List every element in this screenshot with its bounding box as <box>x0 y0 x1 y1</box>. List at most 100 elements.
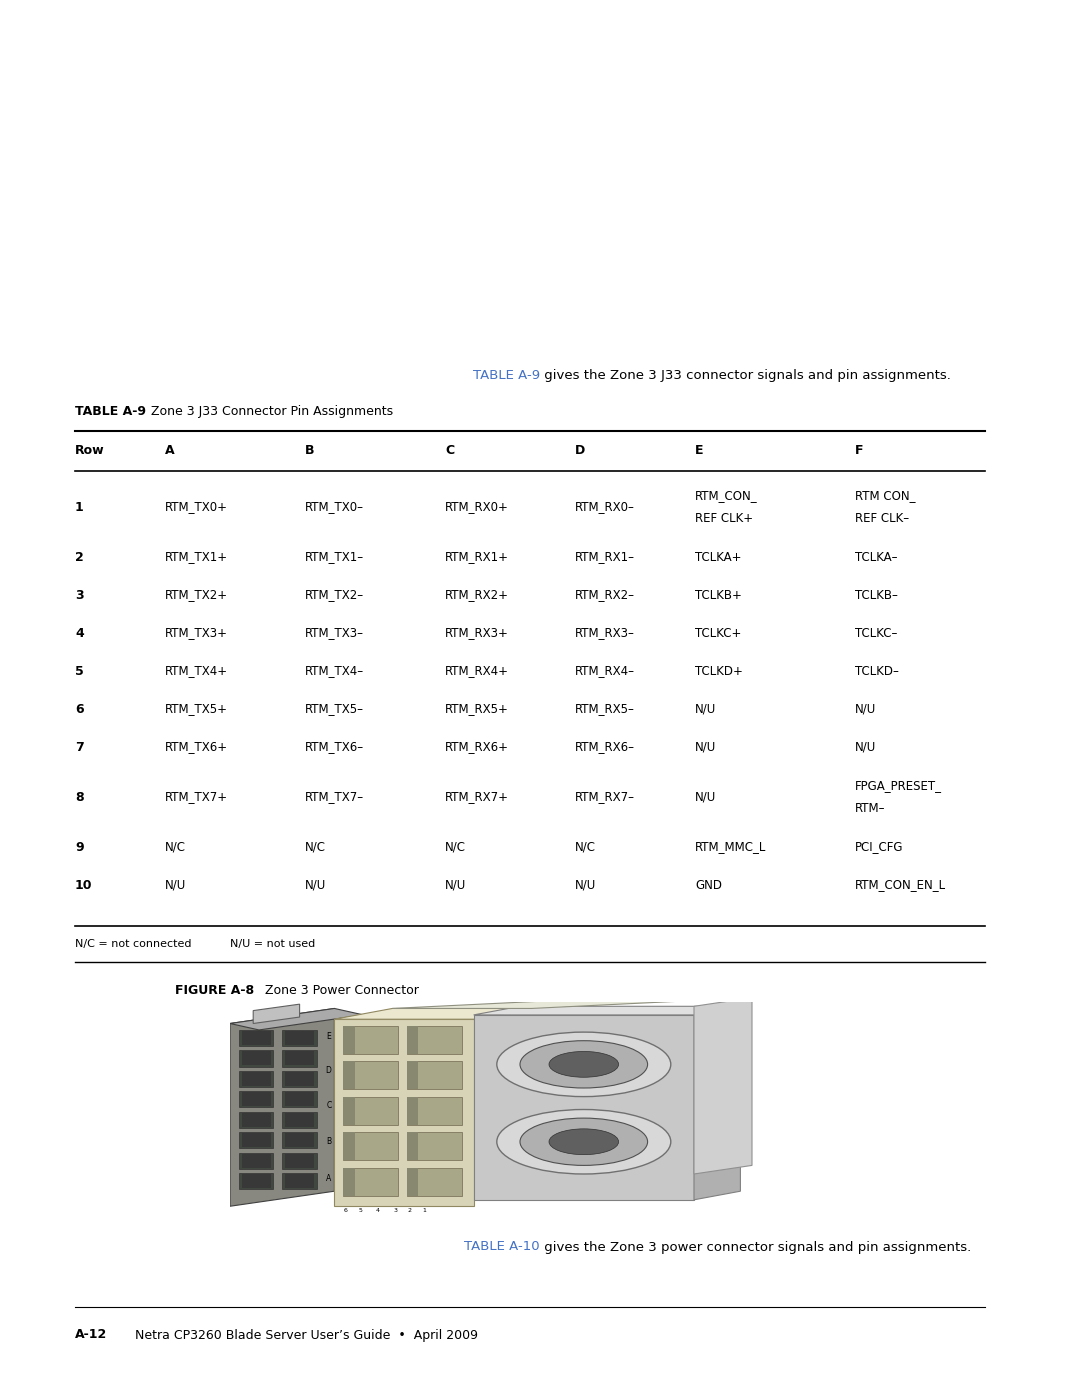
Text: RTM_TX5–: RTM_TX5– <box>305 703 364 715</box>
Polygon shape <box>242 1133 271 1147</box>
Polygon shape <box>239 1051 273 1066</box>
Polygon shape <box>242 1031 271 1045</box>
Polygon shape <box>407 1025 462 1053</box>
Polygon shape <box>242 1113 271 1127</box>
Polygon shape <box>242 1154 271 1168</box>
Polygon shape <box>285 1052 314 1066</box>
Polygon shape <box>285 1031 314 1045</box>
Text: A-12: A-12 <box>75 1329 107 1341</box>
Text: TCLKD+: TCLKD+ <box>696 665 743 678</box>
Polygon shape <box>282 1173 318 1189</box>
Circle shape <box>519 1118 648 1165</box>
Text: RTM_CON_EN_L: RTM_CON_EN_L <box>855 879 946 891</box>
Polygon shape <box>407 1062 418 1090</box>
Polygon shape <box>285 1133 314 1147</box>
Text: RTM_TX7+: RTM_TX7+ <box>165 791 228 803</box>
Text: RTM_TX6+: RTM_TX6+ <box>165 740 228 753</box>
Text: N/U: N/U <box>165 879 186 891</box>
Text: 3: 3 <box>75 588 83 602</box>
Polygon shape <box>335 1009 531 1020</box>
Text: N/C: N/C <box>305 841 326 854</box>
Polygon shape <box>335 1020 474 1206</box>
Polygon shape <box>239 1173 273 1189</box>
Text: D: D <box>575 444 585 457</box>
Polygon shape <box>282 1132 318 1148</box>
Text: N/U: N/U <box>855 703 876 715</box>
Text: N/C: N/C <box>445 841 465 854</box>
Text: RTM_TX5+: RTM_TX5+ <box>165 703 228 715</box>
Polygon shape <box>474 1014 694 1200</box>
Text: RTM_TX3–: RTM_TX3– <box>305 626 364 640</box>
Text: N/U: N/U <box>575 879 596 891</box>
Polygon shape <box>343 1097 399 1125</box>
Text: RTM_TX4+: RTM_TX4+ <box>165 665 228 678</box>
Text: RTM_TX0+: RTM_TX0+ <box>165 500 228 514</box>
Text: N/C = not connected: N/C = not connected <box>75 939 191 949</box>
Polygon shape <box>230 1009 335 1206</box>
Text: REF CLK–: REF CLK– <box>855 511 909 524</box>
Text: TCLKC–: TCLKC– <box>855 626 897 640</box>
Text: A: A <box>326 1173 332 1183</box>
Text: 6: 6 <box>345 1208 348 1213</box>
Circle shape <box>549 1052 619 1077</box>
Text: RTM CON_: RTM CON_ <box>855 489 916 503</box>
Text: 1: 1 <box>75 500 84 514</box>
Text: GND: GND <box>696 879 723 891</box>
Circle shape <box>497 1109 671 1173</box>
Polygon shape <box>242 1052 271 1066</box>
Text: D: D <box>326 1066 332 1076</box>
Text: N/U: N/U <box>696 740 716 753</box>
Polygon shape <box>239 1070 273 1087</box>
Polygon shape <box>407 1097 418 1125</box>
Text: gives the Zone 3 power connector signals and pin assignments.: gives the Zone 3 power connector signals… <box>540 1241 971 1253</box>
Text: 6: 6 <box>75 703 83 715</box>
Text: TCLKB+: TCLKB+ <box>696 588 742 602</box>
Text: PCI_CFG: PCI_CFG <box>855 841 904 854</box>
Text: C: C <box>326 1101 332 1109</box>
Text: C: C <box>445 444 454 457</box>
Text: Zone 3 Power Connector: Zone 3 Power Connector <box>265 983 419 996</box>
Polygon shape <box>285 1173 314 1187</box>
Polygon shape <box>282 1112 318 1127</box>
Polygon shape <box>407 1168 418 1196</box>
Polygon shape <box>343 1025 354 1053</box>
Text: TABLE A-9: TABLE A-9 <box>75 405 146 418</box>
Text: N/U: N/U <box>305 879 326 891</box>
Text: RTM_RX5–: RTM_RX5– <box>575 703 635 715</box>
Polygon shape <box>694 997 752 1173</box>
Text: TCLKA–: TCLKA– <box>855 550 897 563</box>
Text: 2: 2 <box>75 550 84 563</box>
Text: Row: Row <box>75 444 105 457</box>
Circle shape <box>549 1129 619 1155</box>
Text: N/U: N/U <box>696 703 716 715</box>
Text: Zone 3 J33 Connector Pin Assignments: Zone 3 J33 Connector Pin Assignments <box>151 405 393 418</box>
Text: RTM_RX6–: RTM_RX6– <box>575 740 635 753</box>
Text: RTM_RX1–: RTM_RX1– <box>575 550 635 563</box>
Polygon shape <box>285 1113 314 1127</box>
Text: RTM_RX2–: RTM_RX2– <box>575 588 635 602</box>
Text: 3: 3 <box>393 1208 397 1213</box>
Text: RTM_TX2+: RTM_TX2+ <box>165 588 228 602</box>
Text: RTM_TX1–: RTM_TX1– <box>305 550 364 563</box>
Text: RTM_TX1+: RTM_TX1+ <box>165 550 228 563</box>
Polygon shape <box>407 1132 418 1160</box>
Text: RTM–: RTM– <box>855 802 886 814</box>
Text: REF CLK+: REF CLK+ <box>696 511 753 524</box>
Text: 2: 2 <box>408 1208 411 1213</box>
Text: RTM_RX0+: RTM_RX0+ <box>445 500 509 514</box>
Text: RTM_TX4–: RTM_TX4– <box>305 665 364 678</box>
Polygon shape <box>285 1154 314 1168</box>
Text: RTM_RX1+: RTM_RX1+ <box>445 550 509 563</box>
Text: RTM_CON_: RTM_CON_ <box>696 489 758 503</box>
Polygon shape <box>242 1092 271 1106</box>
Text: F: F <box>855 444 864 457</box>
Polygon shape <box>694 1006 741 1200</box>
Text: TCLKA+: TCLKA+ <box>696 550 742 563</box>
Text: RTM_MMC_L: RTM_MMC_L <box>696 841 767 854</box>
Polygon shape <box>282 1030 318 1046</box>
Text: TCLKD–: TCLKD– <box>855 665 899 678</box>
Text: 9: 9 <box>75 841 83 854</box>
Polygon shape <box>343 1062 354 1090</box>
Polygon shape <box>343 1168 399 1196</box>
Polygon shape <box>407 1025 418 1053</box>
